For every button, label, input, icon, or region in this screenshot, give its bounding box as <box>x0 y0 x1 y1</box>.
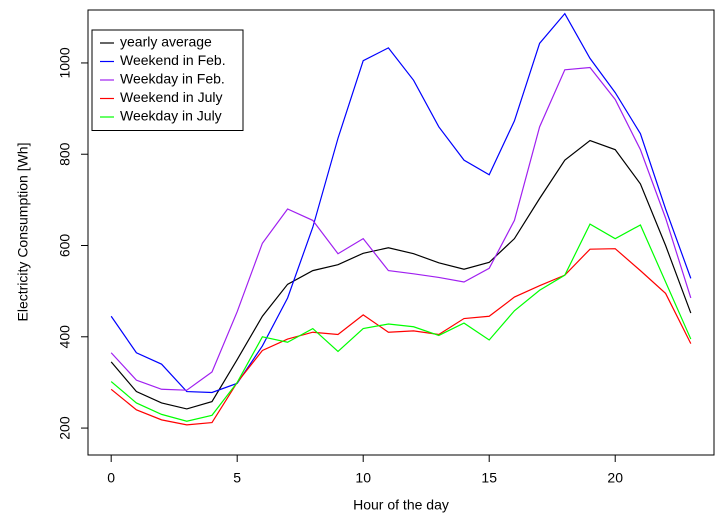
series-line <box>110 223 692 422</box>
series-line <box>110 66 692 391</box>
series-line <box>110 248 692 426</box>
x-tick-label: 0 <box>107 470 115 486</box>
x-tick-label: 10 <box>355 470 371 486</box>
y-tick-label: 1000 <box>57 47 73 78</box>
y-tick-label: 800 <box>57 142 73 166</box>
x-tick-label: 5 <box>233 470 241 486</box>
legend-label: Weekend in July <box>120 89 222 105</box>
legend-box <box>91 29 244 131</box>
series-line <box>110 139 692 410</box>
legend-label: Weekday in July <box>120 108 222 124</box>
series-line <box>110 12 692 394</box>
legend-label: Weekday in Feb. <box>120 71 225 87</box>
x-tick-label: 20 <box>607 470 623 486</box>
y-tick-label: 600 <box>57 234 73 258</box>
legend-label: yearly average <box>120 34 212 50</box>
y-tick-label: 400 <box>57 325 73 349</box>
legend-label: Weekend in Feb. <box>120 52 226 68</box>
x-axis-label: Hour of the day <box>353 497 449 513</box>
y-tick-label: 200 <box>57 416 73 440</box>
x-tick-label: 15 <box>481 470 497 486</box>
y-axis-label: Electricity Consumption [Wh] <box>15 143 31 322</box>
